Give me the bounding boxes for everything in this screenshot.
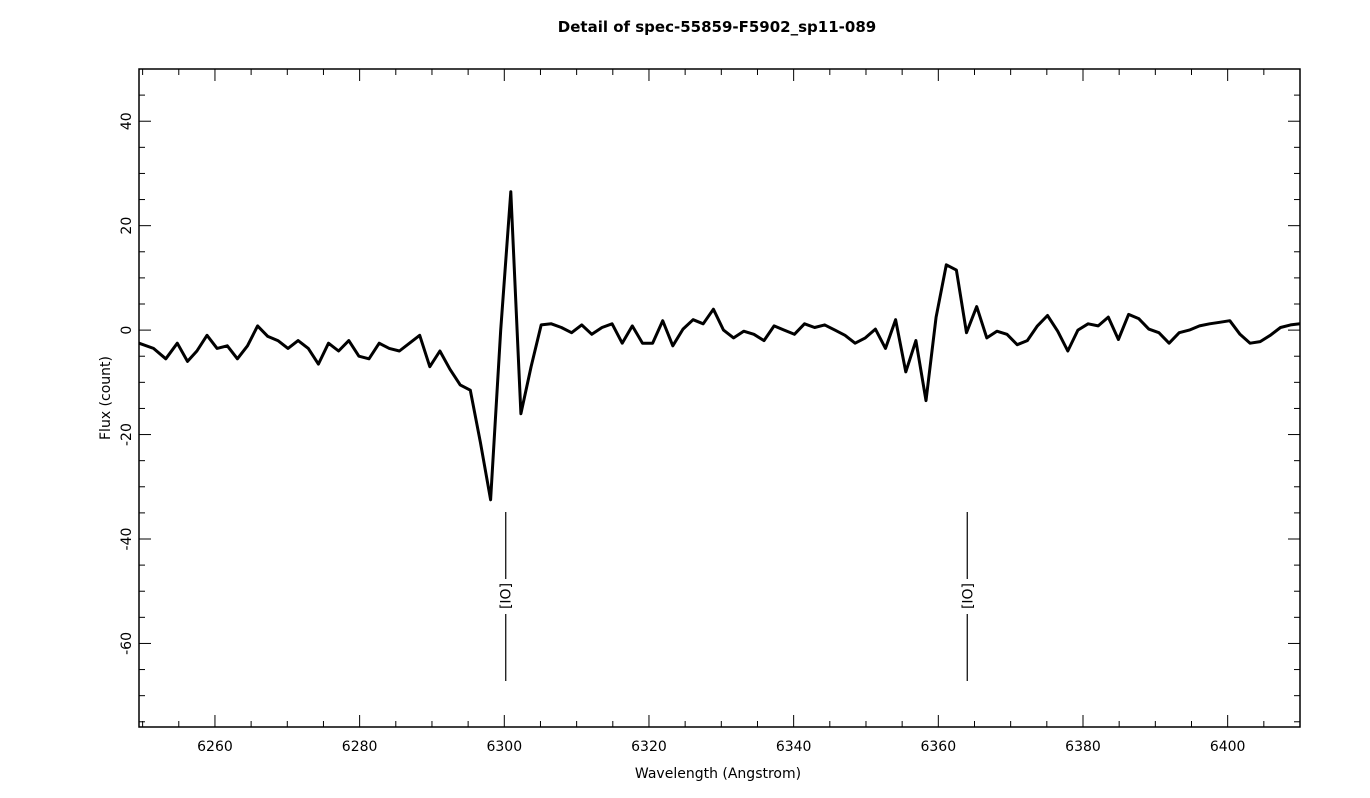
emission-line-markers: [IO] [IO] [499,512,976,681]
chart-title: Detail of spec-55859-F5902_sp11-089 [558,18,876,36]
plot-frame [138,68,1301,728]
x-tick-label: 6280 [342,739,378,755]
x-tick-label: 6260 [197,739,233,755]
x-tick-label: 6360 [920,739,956,755]
x-tick-labels: 6260 6280 6300 6320 6340 6360 6380 6400 [197,739,1245,755]
y-tick-label: -40 [119,528,135,551]
x-tick-label: 6400 [1210,739,1246,755]
x-axis-label: Wavelength (Angstrom) [635,766,801,782]
y-tick-label: -60 [119,632,135,655]
line-marker-label: [IO] [960,583,976,609]
spectrum-line [138,190,1301,502]
x-tick-label: 6340 [776,739,812,755]
axis-ticks [139,68,1301,727]
y-axis-label: Flux (count) [98,356,114,440]
y-tick-label: 40 [119,112,135,130]
line-marker-label: [IO] [499,583,515,609]
y-tick-label: 20 [119,217,135,235]
y-tick-labels: -60 -40 -20 0 20 40 [119,112,135,655]
y-tick-label: 0 [119,326,135,335]
x-tick-label: 6300 [486,739,522,755]
x-tick-label: 6380 [1065,739,1101,755]
x-tick-label: 6320 [631,739,667,755]
y-tick-label: -20 [119,423,135,446]
